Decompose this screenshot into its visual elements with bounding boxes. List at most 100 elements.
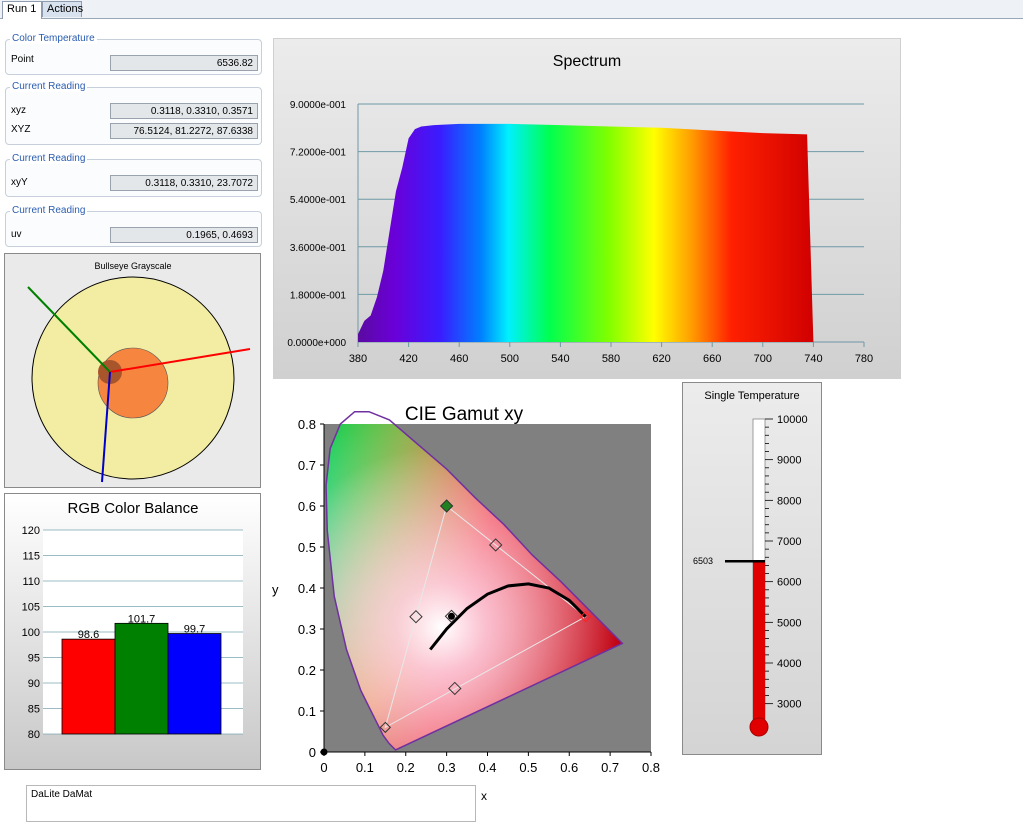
- cie-y-label: y: [272, 582, 279, 597]
- notes-field[interactable]: DaLite DaMat: [26, 785, 476, 822]
- rgb-y-tick-label: 120: [22, 525, 40, 537]
- rgb-y-tick-label: 105: [22, 602, 40, 614]
- thermometer-tick-label: 3000: [777, 699, 801, 711]
- cie-red-primary-marker: [579, 610, 592, 623]
- spectrum-x-tick-label: 780: [855, 353, 873, 365]
- spectrum-x-tick-label: 740: [804, 353, 822, 365]
- thermometer-fill: [753, 561, 765, 724]
- cie-white-target-marker: [444, 609, 459, 623]
- cie-x-label: x: [481, 789, 487, 803]
- spectrum-y-ticks: 0.0000e+000 1.8000e-001 3.6000e-001 5.4000e…: [287, 100, 346, 349]
- spectrum-y-tick-label: 9.0000e-001: [290, 100, 347, 111]
- XYZ-label: XYZ: [11, 124, 31, 135]
- point-label: Point: [11, 54, 34, 65]
- current-reading-xyY-group: Current Reading xyY 0.3118, 0.3310, 23.7…: [5, 153, 262, 197]
- cie-y-tick-label: 0.4: [298, 581, 316, 596]
- bullseye-green-vector: [27, 286, 111, 373]
- cie-blackbody-curve: [429, 582, 587, 651]
- rgb-color-balance-panel: RGB Color Balance 80 85 90 95 100 105 110 115 12…: [4, 493, 261, 770]
- cie-x-tick-label: 0.3: [438, 760, 456, 775]
- current-reading-uv-group: Current Reading uv 0.1965, 0.4693: [5, 205, 262, 247]
- rgb-data-label: 99.7: [184, 624, 205, 636]
- thermometer-bulb: [749, 717, 769, 737]
- spectrum-x-tick-label: 620: [652, 353, 670, 365]
- thermometer-scale: 10000 9000 8000 7000 6000 5000 4000 3000: [765, 414, 808, 711]
- bullseye-graphic: Bullseye Grayscale: [27, 261, 251, 483]
- rgb-y-tick-label: 115: [22, 551, 40, 563]
- xyY-value: 0.3118, 0.3310, 23.7072: [110, 175, 258, 191]
- rgb-y-tick-label: 100: [22, 627, 40, 639]
- rgb-y-tick-label: 80: [28, 729, 40, 741]
- cie-axes: 0 0.1 0.2 0.3 0.4 0.5 0.6 0.7 0.8 0 0.1 0.2 0.3 0.4 0.…: [298, 417, 660, 775]
- cie-green-primary-marker: [439, 499, 454, 513]
- spectrum-x-tick-label: 540: [551, 353, 569, 365]
- spectrum-x-tick-label: 580: [602, 353, 620, 365]
- cie-y-tick-label: 0.8: [298, 417, 316, 432]
- cie-yellow-marker: [488, 538, 503, 552]
- spectrum-x-tick-label: 500: [501, 353, 519, 365]
- spectrum-y-tick-label: 0.0000e+000: [287, 338, 346, 349]
- cie-x-tick-label: 0.7: [601, 760, 619, 775]
- thermometer-tick-label: 6000: [777, 577, 801, 589]
- spectrum-x-tick-label: 420: [399, 353, 417, 365]
- cie-magenta-marker: [448, 681, 462, 696]
- XYZ-value: 76.5124, 81.2272, 87.6338: [110, 123, 258, 139]
- cie-gamut-panel: CIE Gamut xy 0 0.1 0.2 0.3 0.4 0.5 0.6 0.7 0.8 0 0…: [264, 398, 674, 780]
- point-value: 6536.82: [110, 55, 258, 71]
- cie-x-tick-label: 0.5: [519, 760, 537, 775]
- cie-y-tick-label: 0.6: [298, 499, 316, 514]
- current-reading-xyz-group: Current Reading xyz 0.3118, 0.3310, 0.35…: [5, 81, 262, 145]
- thermometer-tick-label: 9000: [777, 455, 801, 467]
- rgb-bar-r: [61, 638, 116, 735]
- cie-y-tick-label: 0: [309, 745, 316, 760]
- cie-gamut-title: CIE Gamut xy: [405, 404, 524, 425]
- thermometer-gauge: Single Temperature 10000 9000 8000 7000 6000…: [693, 390, 808, 737]
- rgb-data-label: 98.6: [78, 629, 99, 641]
- cie-spectral-locus: [325, 410, 624, 751]
- group-title: Current Reading: [10, 205, 88, 216]
- thermometer-tick-label: 10000: [777, 414, 808, 426]
- rgb-data-label: 101.7: [128, 613, 156, 625]
- thermometer-tick-label: 7000: [777, 536, 801, 548]
- bullseye-red-vector: [109, 348, 251, 373]
- cie-current-reading-point: [447, 612, 455, 620]
- spectrum-x-ticks: 380 420 460 500 540 580 620 660 700 740 780: [349, 342, 873, 365]
- group-title: Current Reading: [10, 81, 88, 92]
- rgb-y-tick-label: 90: [28, 678, 40, 690]
- cie-x-tick-label: 0: [320, 760, 327, 775]
- cie-x-tick-label: 0.1: [356, 760, 374, 775]
- thermometer-tick-label: 4000: [777, 658, 801, 670]
- uv-value: 0.1965, 0.4693: [110, 227, 258, 243]
- spectrum-title: Spectrum: [553, 53, 621, 70]
- tab-run-1[interactable]: Run 1: [2, 1, 42, 19]
- rgb-y-tick-label: 110: [22, 576, 40, 588]
- tab-bar: Run 1 Actions: [0, 0, 1023, 19]
- rgb-bar-b: [167, 633, 222, 735]
- cie-y-tick-label: 0.1: [298, 704, 316, 719]
- spectrum-x-tick-label: 460: [450, 353, 468, 365]
- tab-actions[interactable]: Actions: [42, 1, 83, 17]
- cie-blue-primary-marker: [379, 721, 392, 734]
- xyz-label: xyz: [11, 105, 26, 116]
- xyY-label: xyY: [11, 177, 28, 188]
- spectrum-panel: Spectrum 0.0000e+000 1.8000e-001 3.6000e-0…: [273, 38, 901, 379]
- cie-x-tick-label: 0.8: [642, 760, 660, 775]
- rgb-data-labels: 98.6 101.7 99.7: [78, 613, 205, 641]
- cie-x-tick-label: 0.6: [560, 760, 578, 775]
- thermometer-marker-label: 6503: [693, 556, 713, 566]
- bullseye-grayscale-panel: Bullseye Grayscale: [4, 253, 261, 488]
- cie-y-tick-label: 0.7: [298, 458, 316, 473]
- bullseye-title: Bullseye Grayscale: [94, 261, 171, 271]
- cie-target-gamut-triangle: [384, 505, 587, 729]
- cie-x-tick-label: 0.4: [478, 760, 496, 775]
- cie-y-tick-label: 0.2: [298, 663, 316, 678]
- cie-origin-point: [320, 748, 328, 756]
- rgb-balance-chart: RGB Color Balance 80 85 90 95 100 105 110 115 12…: [22, 500, 243, 741]
- cie-gamut-chart: CIE Gamut xy 0 0.1 0.2 0.3 0.4 0.5 0.6 0.7 0.8 0 0…: [272, 404, 660, 775]
- xyz-value: 0.3118, 0.3310, 0.3571: [110, 103, 258, 119]
- rgb-bars: [61, 622, 222, 735]
- rgb-y-tick-label: 85: [28, 704, 40, 716]
- uv-label: uv: [11, 229, 22, 240]
- rgb-bar-g: [114, 622, 169, 735]
- spectrum-x-tick-label: 380: [349, 353, 367, 365]
